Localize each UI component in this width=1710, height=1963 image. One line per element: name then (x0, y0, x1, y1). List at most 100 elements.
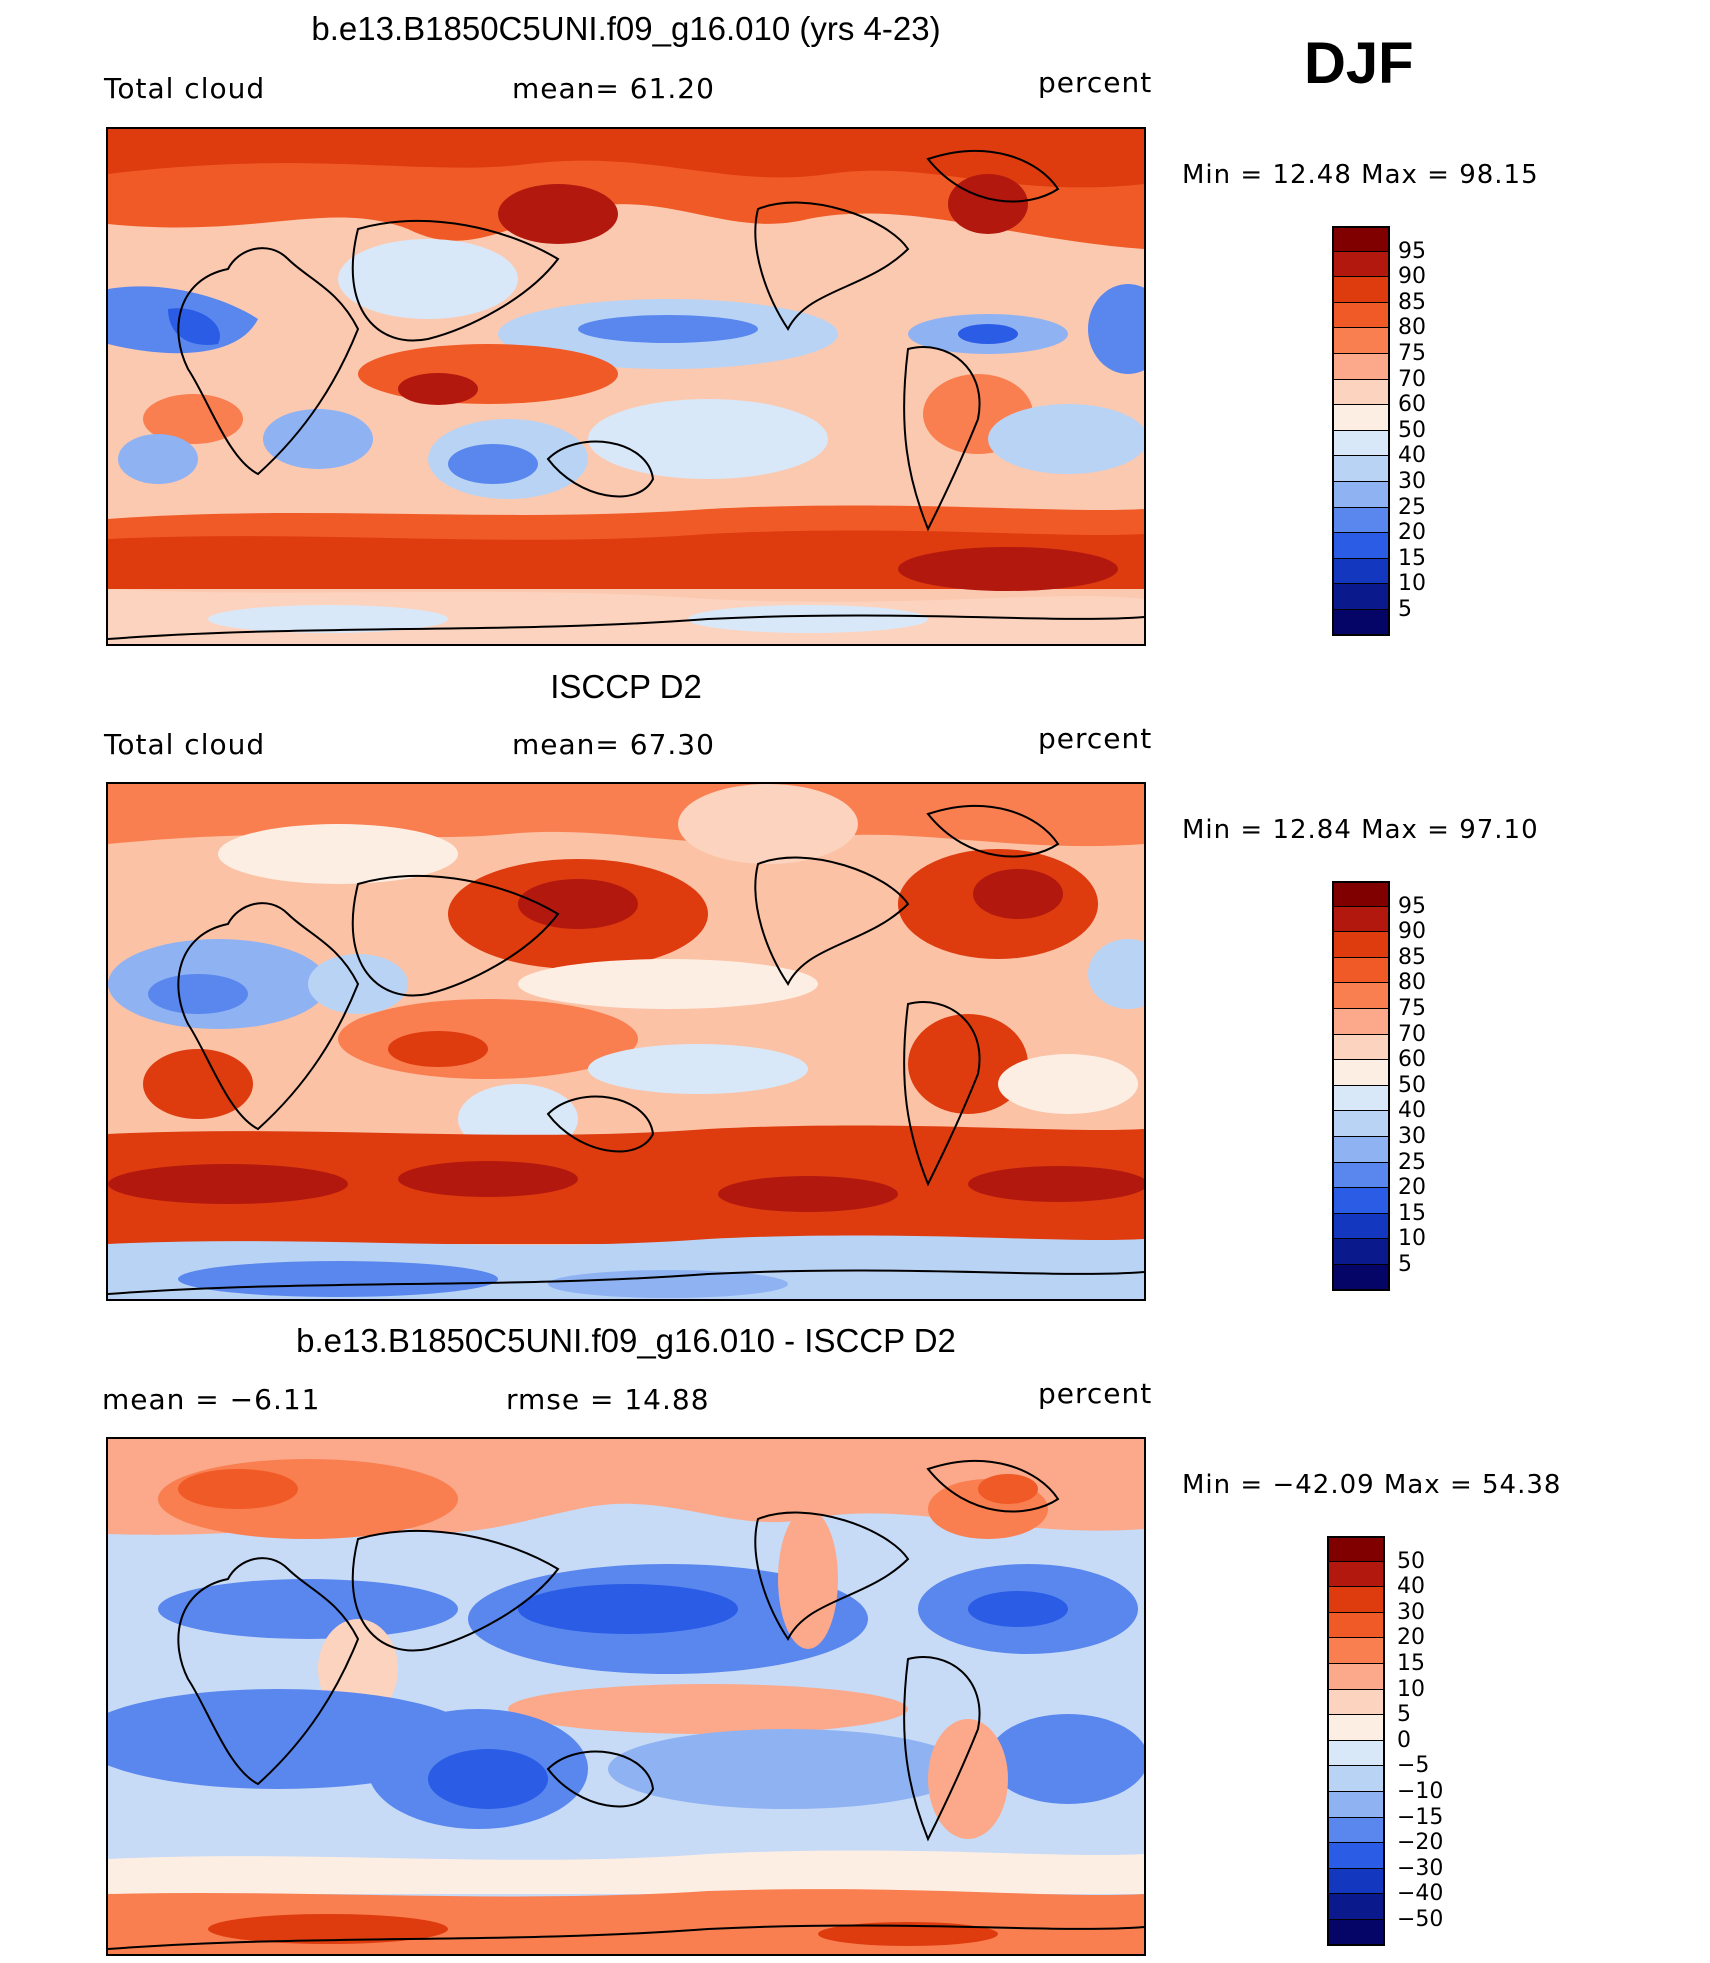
colorbar-cell (1332, 456, 1390, 482)
colorbar-label: 15 (1397, 1651, 1425, 1676)
panel1-min-max: Min = 12.48 Max = 98.15 (1182, 160, 1539, 190)
colorbar-label: −10 (1397, 1779, 1444, 1804)
panel2-field-label: Total cloud (104, 728, 266, 761)
colorbar-label: 5 (1397, 1702, 1411, 1728)
colorbar-label: −5 (1397, 1753, 1430, 1779)
colorbar-label: 85 (1398, 944, 1426, 970)
colorbar-cell (1327, 1868, 1385, 1895)
colorbar-label: 70 (1398, 366, 1426, 392)
panel3-map (106, 1437, 1146, 1956)
colorbar-label: 75 (1398, 996, 1426, 1021)
colorbar-cell (1327, 1561, 1385, 1588)
panel2-min-max: Min = 12.84 Max = 97.10 (1182, 815, 1539, 845)
colorbar-cell (1332, 1009, 1390, 1035)
colorbar-label: −20 (1397, 1830, 1444, 1856)
colorbar-label: 10 (1398, 571, 1426, 597)
panel2-units-label: percent (1038, 722, 1153, 755)
colorbar-cell (1332, 354, 1390, 380)
colorbar-cell (1332, 1034, 1390, 1061)
colorbar-label: 40 (1398, 443, 1426, 469)
colorbar-label: 40 (1397, 1574, 1425, 1600)
colorbar-cell (1327, 1587, 1385, 1613)
colorbar-label: 25 (1398, 1149, 1426, 1175)
colorbar-label: 5 (1398, 597, 1412, 622)
colorbar-cell (1332, 533, 1390, 559)
colorbar-label: 20 (1397, 1625, 1425, 1651)
colorbar-label: 50 (1398, 417, 1426, 443)
colorbar-label: −50 (1397, 1907, 1444, 1932)
colorbar-label: −30 (1397, 1855, 1444, 1881)
colorbar-cell (1327, 1766, 1385, 1792)
colorbar-cell (1327, 1638, 1385, 1664)
colorbar-cell (1332, 881, 1390, 907)
colorbar-label: 50 (1398, 1072, 1426, 1098)
colorbar-cell (1327, 1536, 1385, 1562)
panel1-map-svg (108, 129, 1144, 644)
colorbar-cell (1327, 1689, 1385, 1716)
colorbar-cell (1327, 1664, 1385, 1690)
colorbar-cell (1332, 302, 1390, 329)
colorbar-cell (1332, 1239, 1390, 1265)
panel3-mean-label: mean = −6.11 (102, 1383, 321, 1416)
colorbar-label: 60 (1398, 392, 1426, 418)
panel1-field-label: Total cloud (104, 72, 266, 105)
colorbar-cell (1332, 1085, 1390, 1112)
colorbar-cell (1327, 1792, 1385, 1818)
panel3-rmse-label: rmse = 14.88 (506, 1383, 710, 1416)
panel1-title: b.e13.B1850C5UNI.f09_g16.010 (yrs 4-23) (311, 10, 941, 47)
colorbar-cell (1327, 1715, 1385, 1741)
colorbar-cell (1327, 1740, 1385, 1767)
colorbar-label: 50 (1397, 1548, 1425, 1574)
colorbar-cell (1327, 1612, 1385, 1639)
panel3-min-max: Min = −42.09 Max = 54.38 (1182, 1470, 1562, 1500)
colorbar-cell (1327, 1843, 1385, 1869)
colorbar-label: 40 (1398, 1098, 1426, 1124)
colorbar-label: 75 (1398, 341, 1426, 366)
colorbar-label: 80 (1398, 970, 1426, 996)
panel1-map (106, 127, 1146, 646)
colorbar-cell (1332, 1060, 1390, 1086)
colorbar-label: 85 (1398, 289, 1426, 315)
colorbar-cell (1332, 558, 1390, 585)
colorbar-label: 80 (1398, 315, 1426, 341)
colorbar-cell (1327, 1894, 1385, 1920)
colorbar-cell (1332, 405, 1390, 431)
colorbar-label: 30 (1397, 1599, 1425, 1625)
colorbar-cell (1332, 507, 1390, 534)
colorbar-cell (1332, 1137, 1390, 1163)
colorbar-label: 15 (1398, 1200, 1426, 1226)
colorbar-cell (1332, 482, 1390, 508)
colorbar-cell (1332, 1111, 1390, 1137)
panel3-title: b.e13.B1850C5UNI.f09_g16.010 - ISCCP D2 (296, 1322, 956, 1359)
colorbar-label: 90 (1398, 264, 1426, 290)
colorbar-cell (1332, 328, 1390, 354)
season-label: DJF (1304, 31, 1414, 96)
colorbar-label: 20 (1398, 520, 1426, 546)
colorbar-cell (1332, 251, 1390, 278)
colorbar-label: 90 (1398, 919, 1426, 945)
panel2-map-svg (108, 784, 1144, 1299)
colorbar-label: 30 (1398, 1124, 1426, 1149)
colorbar-label: 95 (1398, 238, 1426, 264)
panel3-map-svg (108, 1439, 1144, 1954)
colorbar-cell (1332, 1213, 1390, 1240)
colorbar-cell (1332, 1188, 1390, 1214)
panel1-units-label: percent (1038, 66, 1153, 99)
colorbar-cell (1332, 932, 1390, 958)
colorbar-label: −40 (1397, 1881, 1444, 1907)
colorbar-label: 60 (1398, 1047, 1426, 1073)
panel2-map (106, 782, 1146, 1301)
colorbar-label: 30 (1398, 469, 1426, 494)
colorbar-label: 95 (1398, 893, 1426, 919)
colorbar-cell (1332, 226, 1390, 252)
colorbar-label: 70 (1398, 1021, 1426, 1047)
colorbar-cell (1332, 584, 1390, 610)
colorbar-label: 0 (1397, 1727, 1411, 1753)
colorbar-label: 20 (1398, 1175, 1426, 1201)
colorbar-label: 15 (1398, 545, 1426, 571)
colorbar-label: 25 (1398, 494, 1426, 520)
colorbar-cell (1332, 983, 1390, 1009)
colorbar-cell (1332, 379, 1390, 406)
colorbar-cell (1332, 277, 1390, 303)
colorbar-cell (1332, 957, 1390, 984)
